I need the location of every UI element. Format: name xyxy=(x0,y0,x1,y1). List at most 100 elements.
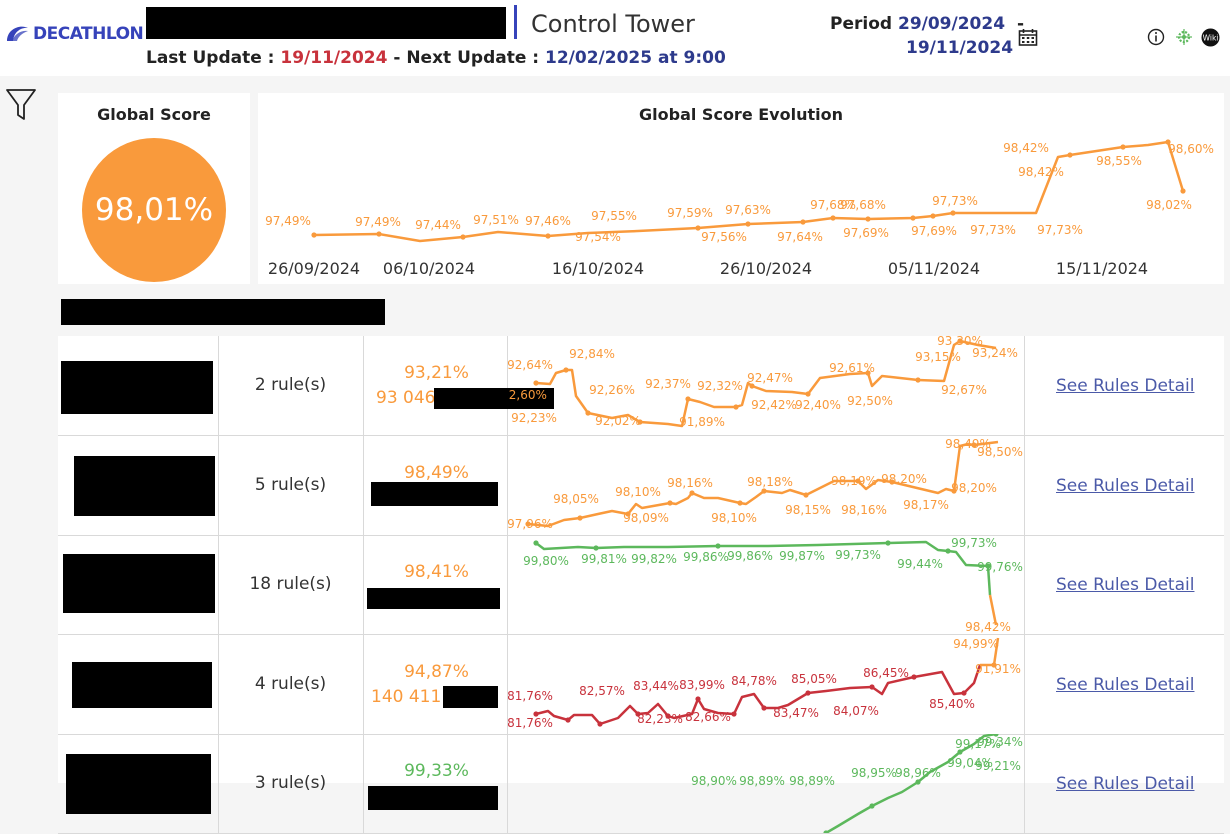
chart-point xyxy=(635,711,641,717)
settings-icon[interactable] xyxy=(1175,28,1193,46)
x-tick-label: 15/11/2024 xyxy=(1056,259,1148,278)
column-divider xyxy=(363,336,364,435)
sparkline-label: 99,21% xyxy=(975,759,1021,773)
x-tick-label: 06/10/2024 xyxy=(383,259,475,278)
chart-data-label: 98,60% xyxy=(1168,142,1214,156)
chart-point xyxy=(1120,144,1126,150)
period-separator: - xyxy=(1016,14,1025,34)
chart-point xyxy=(911,674,917,680)
sparkline-label: 99,86% xyxy=(683,550,729,564)
chart-point xyxy=(1180,188,1186,194)
table-row: 18 rule(s) 98,41% 99,73% 99,76% 99,80% 99,81%… xyxy=(58,535,1224,635)
chart-point xyxy=(689,490,695,496)
sparkline-label: 98,10% xyxy=(615,485,661,499)
evolution-title: Global Score Evolution xyxy=(639,105,843,124)
brand-name: DECATHLON xyxy=(33,24,144,44)
sparkline-label: 98,90% xyxy=(691,774,737,788)
sparkline-label: 99,04% xyxy=(947,756,993,770)
rule-count: 18 rule(s) xyxy=(249,574,332,594)
chart-data-label: 97,55% xyxy=(591,209,637,223)
evolution-line xyxy=(313,140,1185,243)
chart-point xyxy=(915,377,921,383)
chart-point xyxy=(991,662,997,668)
sparkline-label: 93,24% xyxy=(972,346,1018,360)
chart-point xyxy=(625,511,631,517)
see-rules-detail-link[interactable]: See Rules Detail xyxy=(1056,675,1195,695)
chart-point xyxy=(951,488,957,494)
column-divider xyxy=(1024,734,1025,833)
sparkline-label: 83,99% xyxy=(679,678,725,692)
chart-point xyxy=(950,210,956,216)
chart-point xyxy=(805,391,811,397)
chart-point xyxy=(745,221,751,227)
rule-count: 4 rule(s) xyxy=(254,674,327,694)
chart-data-label: 97,44% xyxy=(415,218,461,232)
see-rules-detail-link[interactable]: See Rules Detail xyxy=(1056,476,1195,496)
row-sparkline: 81,76% 82,57% 83,44% 83,99% 84,78% 85,05% 86,4… xyxy=(508,637,1021,730)
column-divider xyxy=(1024,336,1025,435)
sparkline-label: 92,67% xyxy=(941,383,987,397)
wiki-icon[interactable]: Wiki xyxy=(1201,28,1220,47)
chart-point xyxy=(667,500,673,506)
chart-point xyxy=(961,690,967,696)
row-score: 98,41% xyxy=(404,562,469,582)
sparkline-label: 92,61% xyxy=(829,361,875,375)
chart-point xyxy=(803,492,809,498)
chart-data-label: 98,55% xyxy=(1096,154,1142,168)
row-count: 140 411 xyxy=(371,687,442,707)
chart-point xyxy=(957,749,963,755)
chart-point xyxy=(593,545,599,551)
sparkline-label: 81,76% xyxy=(508,716,553,730)
sparkline-label: 92,32% xyxy=(697,379,743,393)
sparkline-label: 98,05% xyxy=(553,492,599,506)
sparkline-label: 85,40% xyxy=(929,697,975,711)
see-rules-detail-link[interactable]: See Rules Detail xyxy=(1056,575,1195,595)
calendar-icon[interactable] xyxy=(1018,28,1038,46)
sparkline-label: 98,42% xyxy=(965,620,1011,634)
column-divider xyxy=(507,336,508,435)
table-row: 2 rule(s)93,21%93 04692,64%92,84%92,60%9… xyxy=(58,336,1224,436)
chart-data-label: 97,68% xyxy=(810,198,856,212)
evolution-chart: 97,49% 97,49% 97,44% 97,51% 97,46% 97,54% 97,5… xyxy=(265,139,1214,278)
chart-point xyxy=(311,232,317,238)
see-rules-detail-link[interactable]: See Rules Detail xyxy=(1056,376,1195,396)
sparkline-label: 83,44% xyxy=(633,679,679,693)
sparkline-label: 93,15% xyxy=(915,350,961,364)
brand-logo[interactable]: DECATHLON xyxy=(4,24,144,44)
chart-point xyxy=(749,383,755,389)
chart-point xyxy=(869,684,875,690)
row-name-redacted xyxy=(74,456,215,516)
info-icon[interactable] xyxy=(1147,28,1165,46)
sparkline-label: 98,16% xyxy=(667,476,713,490)
row-count-redacted xyxy=(434,388,554,409)
sparkline-label: 99,82% xyxy=(631,552,677,566)
period-info: Period 29/09/2024 - xyxy=(830,14,1024,34)
sparkline xyxy=(535,540,992,596)
chart-point xyxy=(945,548,951,554)
see-rules-detail-link[interactable]: See Rules Detail xyxy=(1056,774,1195,794)
column-divider xyxy=(507,635,508,734)
sparkline-label: 98,20% xyxy=(951,481,997,495)
chart-point xyxy=(885,540,891,546)
global-score-evolution-card: Global Score Evolution 97,49% 97,49% 97,44… xyxy=(258,93,1224,284)
sparkline-label: 98,96% xyxy=(895,766,941,780)
sparkline-label: 99,44% xyxy=(897,557,943,571)
chart-point xyxy=(731,711,737,717)
period-start: 29/09/2024 xyxy=(897,14,1006,34)
x-tick-label: 26/10/2024 xyxy=(720,259,812,278)
table-row: 5 rule(s) 98,49% 98,49% 98,50% 98,05% 98,10% 9… xyxy=(58,436,1224,536)
chart-point xyxy=(577,515,583,521)
chart-data-label: 97,69% xyxy=(843,226,889,240)
chart-point xyxy=(761,488,767,494)
sparkline-label: 84,07% xyxy=(833,704,879,718)
column-divider xyxy=(363,734,364,833)
chart-point xyxy=(855,478,861,484)
column-divider xyxy=(363,436,364,535)
column-divider xyxy=(1024,535,1025,634)
rules-table: 2 rule(s)93,21%93 04692,64%92,84%92,60%9… xyxy=(58,336,1224,834)
sparkline-label: 92,42% xyxy=(751,398,797,412)
chart-point xyxy=(637,419,643,425)
filter-icon[interactable] xyxy=(5,88,37,122)
chart-point xyxy=(865,370,871,376)
chart-point xyxy=(910,215,916,221)
